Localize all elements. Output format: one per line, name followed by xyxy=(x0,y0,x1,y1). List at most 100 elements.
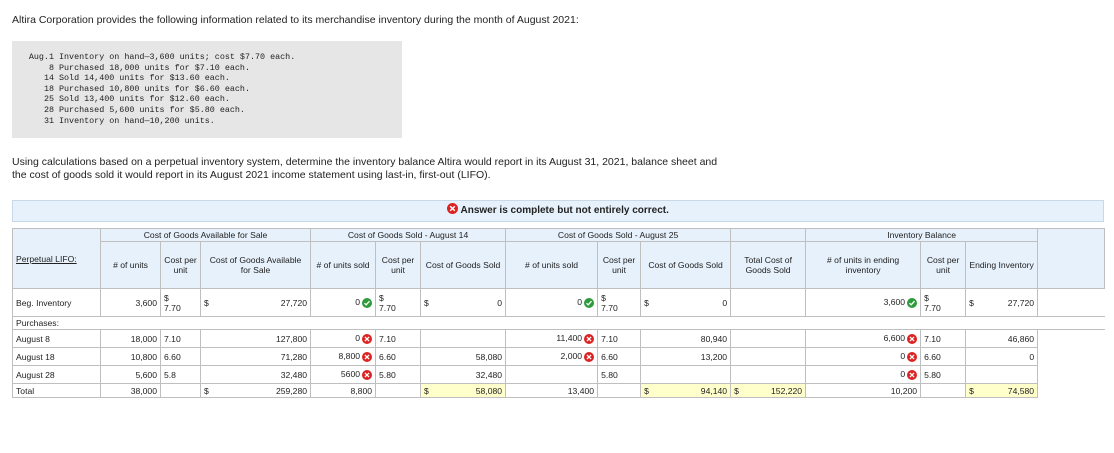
incorrect-icon xyxy=(907,369,918,380)
cell: 0 xyxy=(805,347,922,366)
table-row: Beg. Inventory 3,600 $7.70 $27,720 0 $7.70 $0 0… xyxy=(12,288,1105,317)
spacer-cell xyxy=(1038,348,1105,366)
row-label-text: Beg. Inventory xyxy=(16,297,72,308)
intro: Altira Corporation provides the followin… xyxy=(12,14,579,26)
table-row: Purchases: xyxy=(11,316,1105,330)
incorrect-icon xyxy=(447,203,459,214)
cell-value: 5600 xyxy=(340,369,361,380)
transaction-line: 14 Sold 14,400 units for $13.60 each. xyxy=(12,73,402,84)
currency: $ xyxy=(204,297,209,308)
row-label: Purchases: xyxy=(11,316,1105,330)
cell-value: 0 xyxy=(1029,351,1035,362)
row-label-text: August 28 xyxy=(16,369,55,380)
spacer-cell xyxy=(1038,384,1105,398)
currency: $ xyxy=(601,292,606,303)
spacer-cell xyxy=(1038,366,1105,384)
date: 31 xyxy=(43,115,54,126)
correct-icon xyxy=(362,297,373,308)
cell: 7.10 xyxy=(375,329,422,348)
cell: $27,720 xyxy=(965,288,1039,317)
cell: 5.80 xyxy=(375,365,422,384)
cell: 18,000 xyxy=(100,329,161,348)
cell-value: 5.8 xyxy=(164,369,176,380)
cell: 5.80 xyxy=(597,365,642,384)
cell: $7.70 xyxy=(597,288,642,317)
cell: 80,940 xyxy=(640,329,732,348)
cell: 5.8 xyxy=(160,365,201,384)
column-header: Cost per unit xyxy=(920,241,967,289)
cell-value: 7.10 xyxy=(601,333,618,344)
transaction-line: 28 Purchased 5,600 units for $5.80 each. xyxy=(12,105,402,116)
cell: 38,000 xyxy=(100,383,161,398)
cell: 32,480 xyxy=(420,365,507,384)
cell: 127,800 xyxy=(199,329,312,348)
cell-value: 0 xyxy=(355,297,361,308)
currency: $ xyxy=(969,385,974,396)
cell-value: 6.60 xyxy=(924,351,941,362)
group-label: Inventory Balance xyxy=(887,230,956,240)
incorrect-icon xyxy=(584,351,595,362)
cell: 0 xyxy=(310,288,377,317)
row-label-text: Purchases: xyxy=(16,318,59,328)
correct-icon xyxy=(584,297,595,308)
cell-value: 5.80 xyxy=(924,369,941,380)
row-label-text: August 18 xyxy=(16,351,55,362)
incorrect-icon xyxy=(584,333,595,344)
corner-label: Perpetual LIFO: xyxy=(16,253,77,264)
spacer-cell xyxy=(1038,289,1105,317)
date: 8 xyxy=(48,62,54,73)
cell-value: 0 xyxy=(722,297,728,308)
cell: 7.10 xyxy=(920,329,967,348)
cell: $0 xyxy=(420,288,507,317)
group-label: Cost of Goods Available for Sale xyxy=(143,230,268,240)
cell-value: 0 xyxy=(577,297,583,308)
cell: $7.70 xyxy=(920,288,967,317)
cell-value: 13,400 xyxy=(567,385,595,396)
column-header: Total Cost of Goods Sold xyxy=(730,241,807,289)
cell-value: 6.60 xyxy=(164,351,181,362)
column-header: Cost of Goods Sold xyxy=(640,241,732,289)
cell-value: 3,600 xyxy=(883,297,906,308)
cell-value: 18,000 xyxy=(130,333,157,344)
transaction-line: 18 Purchased 10,800 units for $6.60 each. xyxy=(12,84,402,95)
cell-value: 259,280 xyxy=(275,385,308,396)
cell xyxy=(640,365,732,384)
cell: $0 xyxy=(640,288,732,317)
cell: 3,600 xyxy=(100,288,161,317)
currency: $ xyxy=(644,385,649,396)
cell: 7.10 xyxy=(597,329,642,348)
cell-value: 7.70 xyxy=(924,302,941,313)
cell: $94,140 xyxy=(640,383,732,398)
cell-value: 7.10 xyxy=(379,333,396,344)
cell: $27,720 xyxy=(199,288,312,317)
incorrect-icon xyxy=(907,333,918,344)
group-label: Cost of Goods Sold - August 14 xyxy=(347,230,469,240)
cell xyxy=(420,329,507,348)
cell-value: 5.80 xyxy=(601,369,618,380)
cell-value: 32,480 xyxy=(475,369,503,380)
transaction-line: Aug.1 Inventory on hand—3,600 units; cost… xyxy=(12,52,402,63)
row-label: August 28 xyxy=(12,365,101,384)
transactions: Aug.1 Inventory on hand—3,600 units; cost… xyxy=(12,41,402,138)
cell: 0 xyxy=(505,288,599,317)
cell: 13,200 xyxy=(640,347,732,366)
text: Purchased 18,000 units for $7.10 each. xyxy=(59,62,250,73)
cell-value: 0 xyxy=(355,333,361,344)
cell: $7.70 xyxy=(160,288,201,317)
cell: 0 xyxy=(310,329,377,348)
cell xyxy=(730,365,807,384)
cell xyxy=(160,383,201,398)
currency: $ xyxy=(164,292,169,303)
cell: $74,580 xyxy=(965,383,1039,398)
text: Purchased 10,800 units for $6.60 each. xyxy=(59,83,250,94)
transaction-line: 8 Purchased 18,000 units for $7.10 each. xyxy=(12,63,402,74)
incorrect-icon xyxy=(907,351,918,362)
row-label: Beg. Inventory xyxy=(12,288,101,317)
currency: $ xyxy=(734,385,739,396)
table-row: August 18 10,800 6.60 71,280 8,800 6.60 58,080… xyxy=(12,347,1105,366)
cell-value: 6.60 xyxy=(601,351,618,362)
cell-value: 7.70 xyxy=(601,302,618,313)
cell-value: 71,280 xyxy=(280,351,308,362)
currency: $ xyxy=(424,385,429,396)
